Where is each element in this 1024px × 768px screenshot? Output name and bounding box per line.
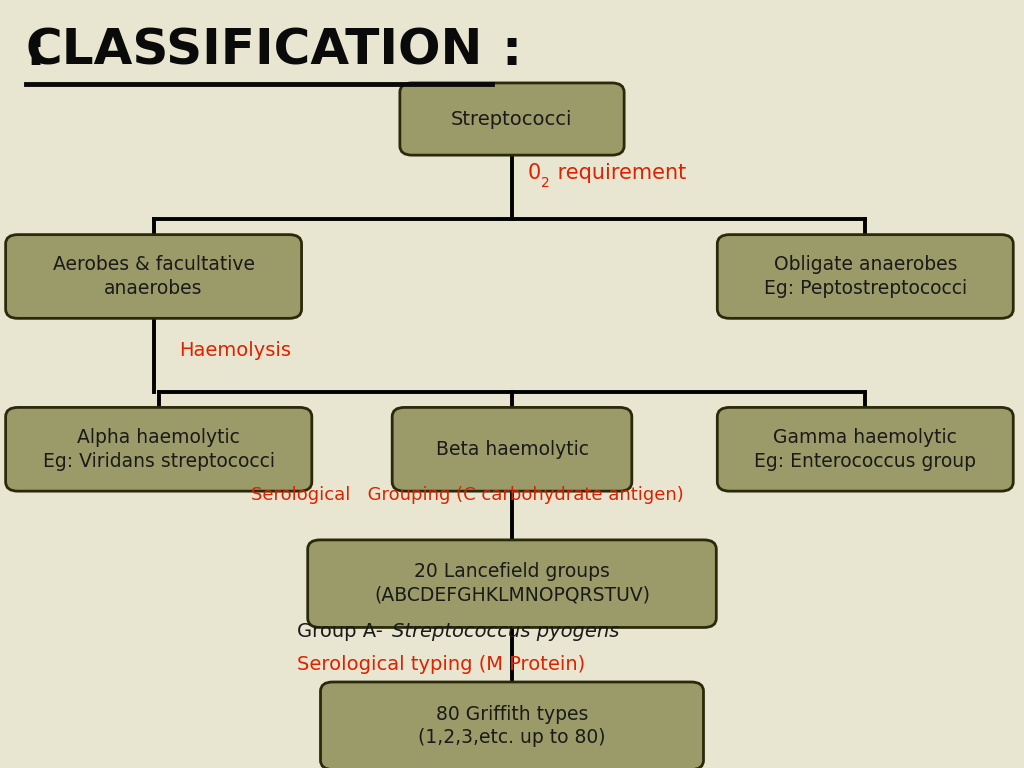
- FancyBboxPatch shape: [307, 540, 717, 627]
- Text: Serological   Grouping (C carbohydrate antigen): Serological Grouping (C carbohydrate ant…: [251, 486, 684, 505]
- Text: Haemolysis: Haemolysis: [179, 342, 291, 360]
- Text: :: :: [26, 27, 46, 75]
- Text: requirement: requirement: [551, 163, 686, 183]
- FancyBboxPatch shape: [321, 682, 703, 768]
- Text: Aerobes & facultative
anaerobes: Aerobes & facultative anaerobes: [52, 255, 255, 298]
- Text: Group A-: Group A-: [297, 622, 389, 641]
- Text: 20 Lancefield groups
(ABCDEFGHKLMNOPQRSTUV): 20 Lancefield groups (ABCDEFGHKLMNOPQRST…: [374, 562, 650, 605]
- Text: Gamma haemolytic
Eg: Enterococcus group: Gamma haemolytic Eg: Enterococcus group: [755, 428, 976, 471]
- Text: Obligate anaerobes
Eg: Peptostreptococci: Obligate anaerobes Eg: Peptostreptococci: [764, 255, 967, 298]
- Text: 0: 0: [527, 163, 541, 183]
- FancyBboxPatch shape: [392, 407, 632, 492]
- FancyBboxPatch shape: [717, 235, 1013, 319]
- FancyBboxPatch shape: [5, 407, 312, 492]
- Text: Streptococcus pyogens: Streptococcus pyogens: [392, 622, 620, 641]
- FancyBboxPatch shape: [399, 83, 624, 155]
- Text: 2: 2: [541, 176, 550, 190]
- Text: Streptococci: Streptococci: [452, 110, 572, 128]
- Text: Beta haemolytic: Beta haemolytic: [435, 440, 589, 458]
- FancyBboxPatch shape: [717, 407, 1013, 492]
- FancyBboxPatch shape: [5, 235, 302, 319]
- Text: Alpha haemolytic
Eg: Viridans streptococci: Alpha haemolytic Eg: Viridans streptococ…: [43, 428, 274, 471]
- Text: Serological typing (M Protein): Serological typing (M Protein): [297, 655, 585, 674]
- Text: CLASSIFICATION: CLASSIFICATION: [26, 27, 483, 75]
- Text: 80 Griffith types
(1,2,3,etc. up to 80): 80 Griffith types (1,2,3,etc. up to 80): [418, 704, 606, 747]
- Text: :: :: [502, 27, 522, 75]
